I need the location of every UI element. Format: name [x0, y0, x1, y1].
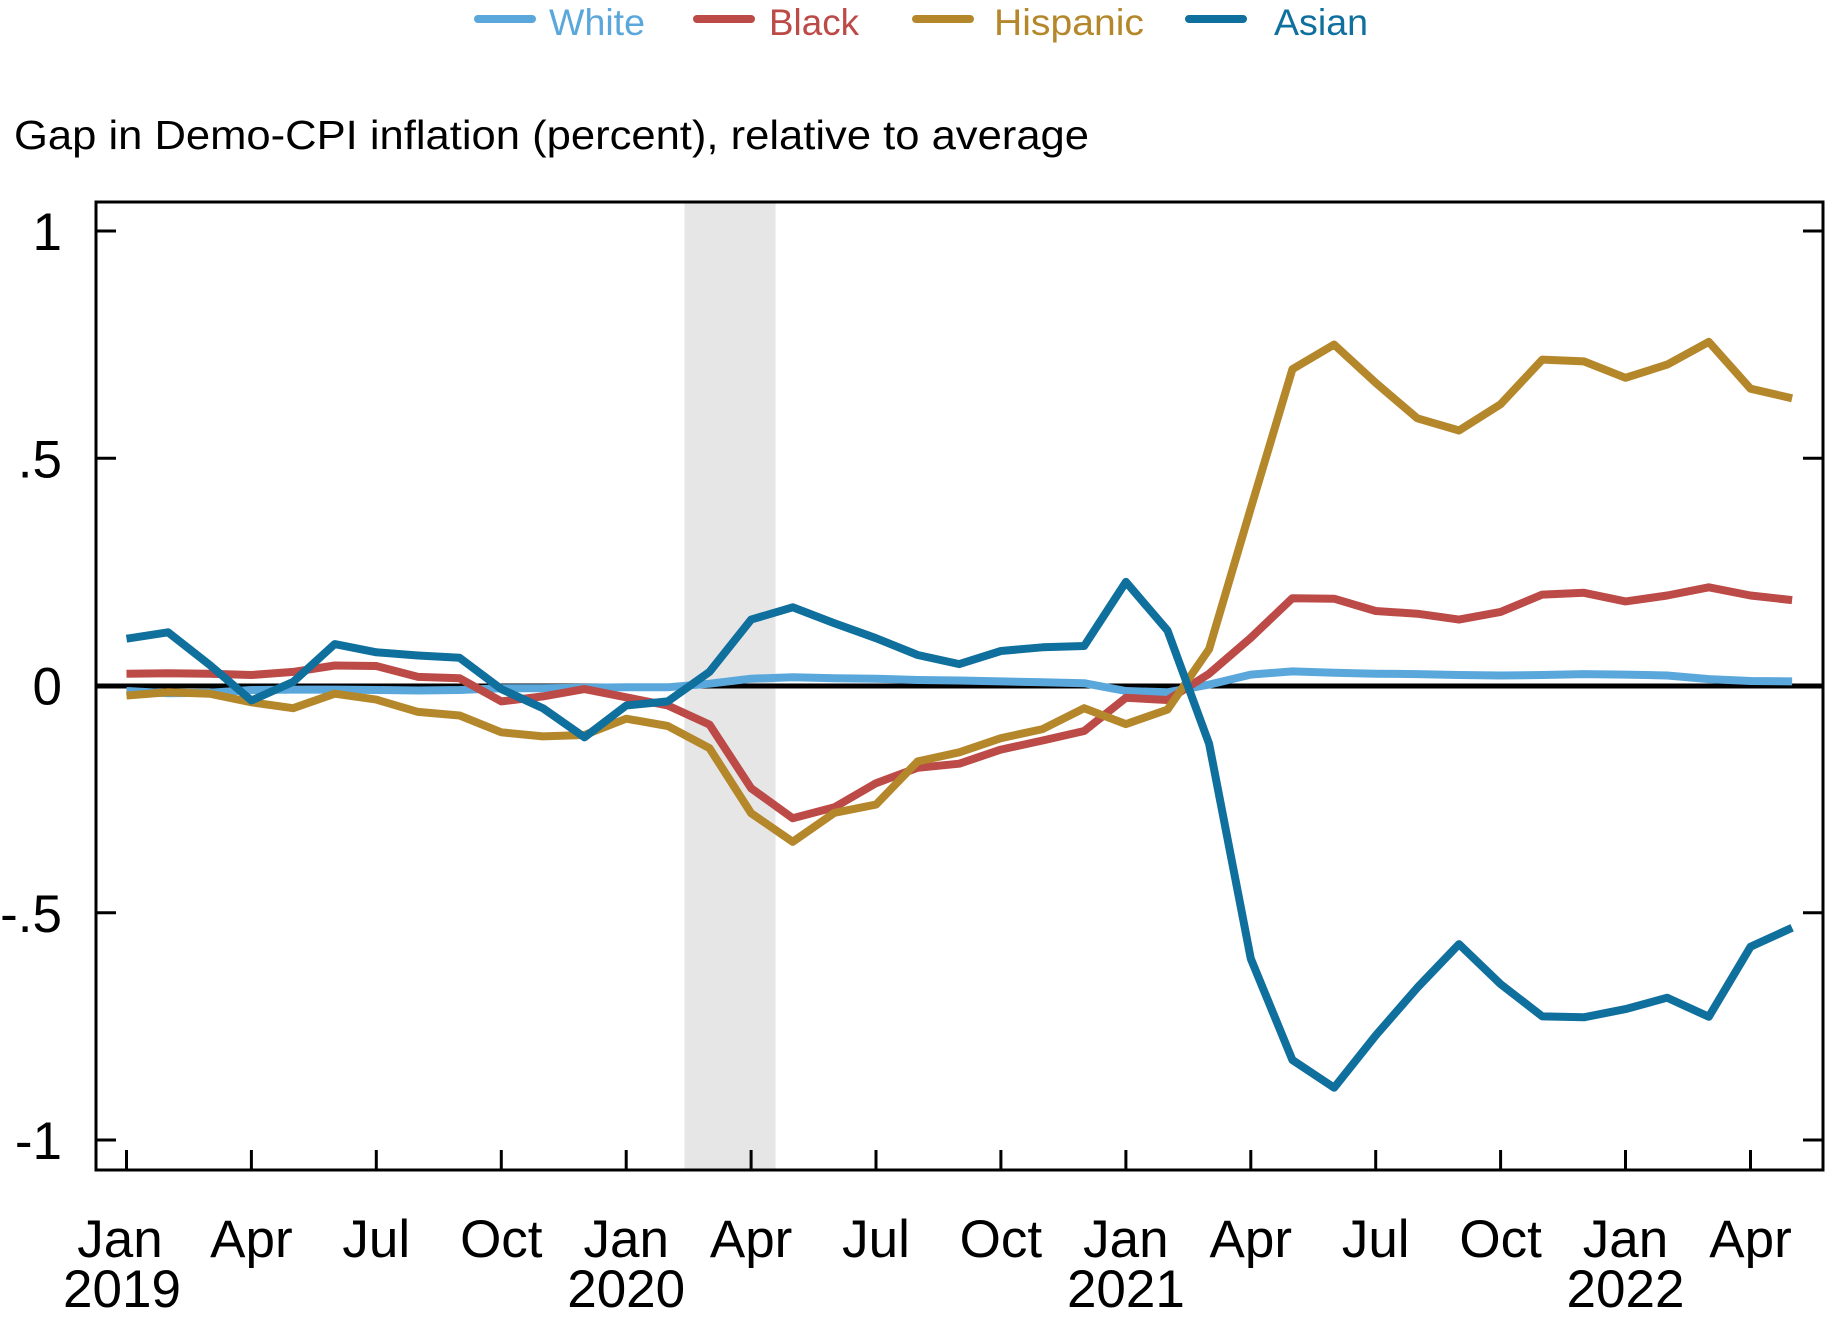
- svg-text:Apr: Apr: [210, 1210, 292, 1269]
- svg-text:Jan: Jan: [583, 1210, 668, 1269]
- svg-text:White: White: [549, 2, 645, 43]
- svg-text:Jul: Jul: [1342, 1210, 1410, 1269]
- svg-text:.5: .5: [18, 430, 62, 489]
- svg-text:Oct: Oct: [960, 1210, 1043, 1269]
- svg-text:2020: 2020: [567, 1260, 685, 1319]
- svg-text:Apr: Apr: [1210, 1210, 1292, 1269]
- svg-text:2021: 2021: [1067, 1260, 1185, 1319]
- svg-text:-1: -1: [15, 1112, 62, 1171]
- svg-text:Jul: Jul: [842, 1210, 910, 1269]
- svg-text:Black: Black: [769, 2, 859, 43]
- svg-text:Apr: Apr: [710, 1210, 792, 1269]
- svg-text:2019: 2019: [63, 1260, 181, 1319]
- svg-text:Oct: Oct: [1459, 1210, 1542, 1269]
- svg-text:1: 1: [33, 203, 62, 262]
- svg-text:Jan: Jan: [1583, 1210, 1668, 1269]
- svg-text:-.5: -.5: [0, 885, 62, 944]
- svg-text:Jan: Jan: [77, 1210, 162, 1269]
- svg-text:Jan: Jan: [1083, 1210, 1168, 1269]
- svg-text:Hispanic: Hispanic: [994, 2, 1144, 43]
- svg-text:Oct: Oct: [460, 1210, 543, 1269]
- svg-text:Jul: Jul: [342, 1210, 410, 1269]
- svg-text:0: 0: [33, 658, 62, 717]
- svg-text:2022: 2022: [1567, 1260, 1685, 1319]
- svg-text:Gap in Demo-CPI inflation (per: Gap in Demo-CPI inflation (percent), rel…: [14, 112, 1089, 158]
- svg-text:Apr: Apr: [1709, 1210, 1791, 1269]
- svg-text:Asian: Asian: [1274, 2, 1368, 43]
